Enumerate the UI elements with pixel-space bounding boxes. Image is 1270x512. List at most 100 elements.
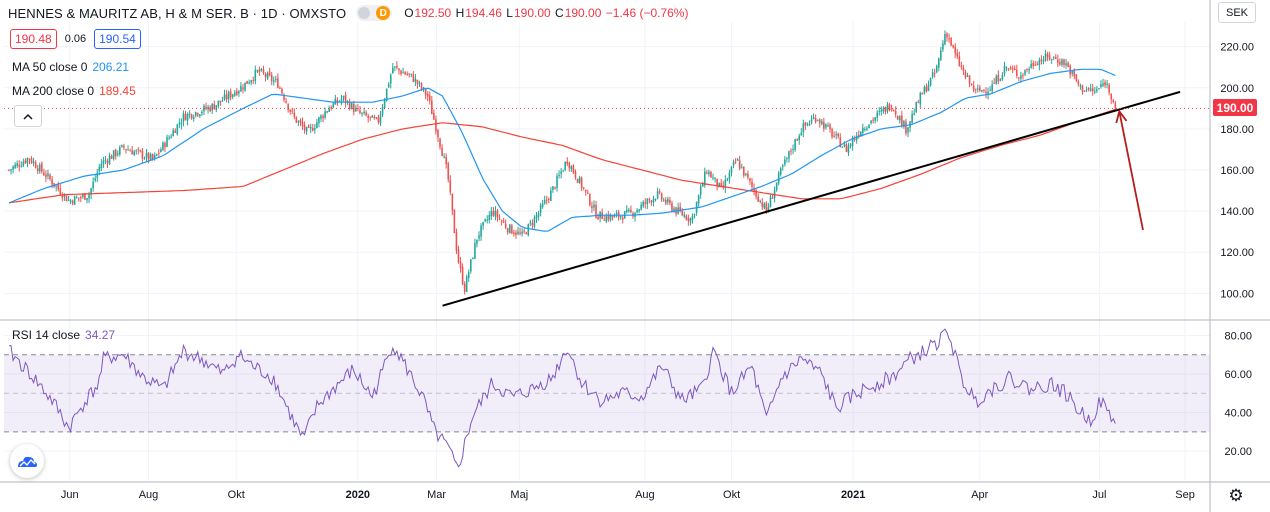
ohlc-values: O192.50 H194.46 L190.00 C190.00 −1.46 (−… bbox=[404, 6, 689, 20]
candle-body bbox=[406, 73, 408, 75]
candle-body bbox=[268, 71, 271, 76]
candle-body bbox=[1052, 56, 1055, 58]
candle-body bbox=[1007, 68, 1010, 70]
candle-body bbox=[806, 123, 809, 125]
candle-body bbox=[439, 138, 441, 148]
candle-body bbox=[320, 115, 322, 119]
candle-body bbox=[1050, 59, 1053, 61]
candle-body bbox=[336, 100, 339, 103]
candle-body bbox=[1034, 64, 1037, 66]
candle-body bbox=[537, 213, 540, 217]
candle-body bbox=[328, 108, 330, 112]
candle-body bbox=[570, 166, 573, 170]
candle-body bbox=[394, 66, 396, 68]
candle-body bbox=[1046, 53, 1049, 57]
tradingview-logo[interactable] bbox=[10, 444, 44, 478]
candle-body bbox=[872, 119, 874, 121]
candle-body bbox=[1048, 55, 1051, 60]
candle-body bbox=[184, 113, 187, 121]
candle-body bbox=[412, 74, 415, 82]
candle-body bbox=[153, 154, 156, 159]
candle-body bbox=[504, 223, 507, 228]
candle-body bbox=[229, 91, 232, 98]
candle-body bbox=[691, 216, 694, 220]
rsi-band bbox=[4, 354, 1210, 433]
collapse-legend-button[interactable] bbox=[14, 105, 42, 127]
candle-body bbox=[283, 94, 285, 100]
candle-body bbox=[470, 259, 472, 272]
candle-body bbox=[8, 169, 10, 171]
gear-icon[interactable]: ⚙ bbox=[1228, 486, 1244, 505]
rsi-overbought-oversold-band bbox=[4, 354, 1210, 432]
candle-body bbox=[1091, 88, 1094, 92]
candle-body bbox=[662, 199, 665, 201]
rsi-legend[interactable]: RSI 14 close 34.27 bbox=[12, 328, 115, 342]
symbol-title[interactable]: HENNES & MAURITZ AB, H & M SER. B · 1D ·… bbox=[8, 5, 347, 21]
candle-body bbox=[414, 78, 417, 82]
candle-body bbox=[494, 210, 497, 217]
candle-body bbox=[529, 222, 532, 224]
candle-body bbox=[133, 151, 135, 156]
candle-body bbox=[738, 160, 741, 169]
candle-body bbox=[987, 91, 989, 95]
rsi-tick-label: 40.00 bbox=[1224, 408, 1252, 420]
data-status-pill[interactable]: D bbox=[356, 5, 393, 21]
candle-body bbox=[324, 111, 326, 118]
candle-body bbox=[1102, 83, 1104, 86]
time-tick-label: Mar bbox=[427, 489, 446, 501]
candle-body bbox=[41, 163, 43, 172]
rsi-tick-label: 20.00 bbox=[1224, 446, 1252, 458]
candle-body bbox=[26, 158, 29, 164]
last-price-tag: 190.00 bbox=[1213, 99, 1257, 116]
candle-body bbox=[301, 121, 304, 127]
bid-button[interactable]: 190.48 bbox=[10, 29, 57, 49]
currency-button[interactable]: SEK bbox=[1218, 2, 1256, 23]
candle-body bbox=[277, 78, 279, 88]
candle-body bbox=[264, 73, 267, 77]
candle-body bbox=[759, 200, 762, 202]
candle-body bbox=[589, 194, 591, 206]
candle-body bbox=[734, 161, 737, 163]
candle-body bbox=[732, 162, 735, 166]
candle-body bbox=[724, 179, 727, 189]
ask-button[interactable]: 190.54 bbox=[94, 29, 141, 49]
candle-body bbox=[981, 90, 983, 92]
candle-body bbox=[679, 206, 681, 212]
candle-body bbox=[944, 33, 946, 45]
candle-body bbox=[147, 152, 150, 160]
ma200-legend[interactable]: MA 200 close 0 189.45 bbox=[12, 84, 136, 98]
candle-body bbox=[991, 84, 993, 92]
candle-body bbox=[595, 204, 597, 218]
candle-body bbox=[541, 203, 544, 207]
candle-body bbox=[182, 113, 185, 122]
candle-body bbox=[796, 139, 798, 141]
candle-body bbox=[162, 142, 164, 151]
candle-body bbox=[843, 144, 846, 147]
candle-body bbox=[20, 165, 23, 167]
candle-body bbox=[369, 116, 372, 118]
candle-body bbox=[740, 167, 743, 169]
candle-body bbox=[275, 79, 277, 81]
candle-body bbox=[566, 161, 569, 164]
candle-body bbox=[106, 160, 109, 164]
candle-body bbox=[983, 90, 985, 92]
candle-body bbox=[1075, 74, 1078, 81]
ma50-legend[interactable]: MA 50 close 0 206.21 bbox=[12, 60, 129, 74]
candle-body bbox=[114, 149, 117, 156]
candle-body bbox=[603, 219, 606, 221]
candle-body bbox=[933, 72, 936, 74]
candle-body bbox=[779, 168, 782, 175]
candle-body bbox=[367, 115, 369, 118]
candle-body bbox=[970, 83, 973, 85]
candle-body bbox=[484, 219, 486, 222]
candle-body bbox=[445, 156, 447, 165]
candle-body bbox=[765, 202, 768, 212]
candle-body bbox=[1089, 88, 1092, 91]
candle-body bbox=[974, 88, 977, 90]
candle-body bbox=[272, 80, 275, 82]
candle-body bbox=[572, 165, 575, 173]
candle-body bbox=[258, 69, 261, 73]
candle-body bbox=[459, 261, 462, 268]
candle-body bbox=[845, 143, 848, 152]
